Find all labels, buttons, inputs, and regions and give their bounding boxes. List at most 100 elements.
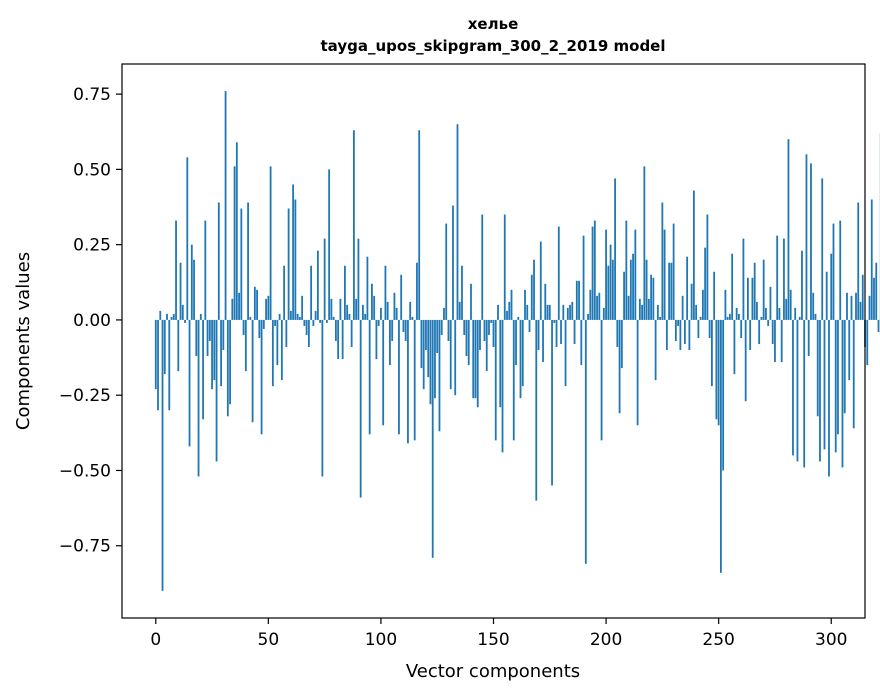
bar — [538, 320, 540, 350]
bar — [610, 245, 612, 320]
bar — [835, 320, 837, 452]
bar — [763, 260, 765, 320]
bar — [488, 320, 490, 335]
bar — [567, 308, 569, 320]
x-tick-label: 100 — [365, 630, 397, 650]
bar — [227, 320, 229, 416]
bar — [797, 320, 799, 462]
bar — [664, 230, 666, 320]
bar — [263, 320, 265, 329]
x-tick-label: 300 — [815, 630, 847, 650]
bar — [200, 314, 202, 320]
y-tick-label: −0.50 — [59, 461, 111, 481]
bar — [619, 320, 621, 413]
bar — [621, 320, 623, 368]
bar — [468, 320, 470, 365]
bar — [448, 320, 450, 341]
bar — [706, 215, 708, 320]
bar — [637, 320, 639, 425]
bar — [502, 320, 504, 452]
bar — [655, 320, 657, 380]
bar — [657, 305, 659, 320]
bar — [414, 320, 416, 440]
bar — [209, 320, 211, 341]
bar — [270, 166, 272, 320]
bar — [700, 317, 702, 320]
bar — [643, 166, 645, 320]
bar — [290, 311, 292, 320]
bar — [526, 305, 528, 320]
bar — [430, 320, 432, 404]
bar — [659, 317, 661, 320]
bar — [718, 320, 720, 425]
bar — [808, 320, 810, 356]
bar — [436, 320, 438, 353]
bar — [866, 320, 868, 365]
bar — [709, 320, 711, 338]
bar — [373, 296, 375, 320]
bar — [810, 163, 812, 320]
bar — [166, 314, 168, 320]
bar — [790, 290, 792, 320]
bar — [405, 320, 407, 341]
bar — [292, 184, 294, 319]
bar — [193, 260, 195, 320]
bar — [231, 299, 233, 320]
bar — [155, 320, 157, 389]
bar — [299, 317, 301, 320]
bar — [186, 157, 188, 320]
bar — [729, 314, 731, 320]
bar — [594, 221, 596, 320]
bar — [688, 320, 690, 350]
bar — [547, 305, 549, 320]
bar — [319, 320, 321, 323]
bar — [236, 142, 238, 320]
bar — [673, 224, 675, 320]
y-axis-label: Components values — [13, 252, 34, 430]
bar — [279, 314, 281, 320]
bar — [403, 320, 405, 332]
bar — [340, 299, 342, 320]
bar — [457, 124, 459, 320]
bar — [281, 320, 283, 380]
bar — [779, 308, 781, 320]
bar — [693, 190, 695, 319]
bar — [725, 290, 727, 320]
bar — [585, 320, 587, 564]
bar — [312, 320, 314, 326]
bar — [612, 260, 614, 320]
bar — [684, 320, 686, 344]
bar — [641, 305, 643, 320]
bar — [324, 239, 326, 320]
x-tick-label: 200 — [590, 630, 622, 650]
bar — [162, 320, 164, 591]
bar — [695, 305, 697, 320]
bar — [254, 287, 256, 320]
bar — [297, 314, 299, 320]
bar — [781, 320, 783, 362]
bar — [252, 320, 254, 422]
y-tick-label: 0.00 — [73, 311, 111, 331]
bar — [243, 320, 245, 335]
bar — [285, 320, 287, 347]
bar — [493, 320, 495, 347]
bar — [646, 260, 648, 320]
bar — [475, 320, 477, 398]
bar — [558, 227, 560, 320]
bar — [857, 203, 859, 320]
bar — [175, 221, 177, 320]
bar — [229, 320, 231, 404]
bar — [398, 320, 400, 434]
bar — [378, 320, 380, 326]
bar — [472, 320, 474, 398]
bar — [603, 308, 605, 320]
bar — [371, 284, 373, 320]
bar — [362, 305, 364, 320]
bar — [571, 302, 573, 320]
bar — [416, 263, 418, 320]
bar — [767, 320, 769, 326]
bar — [623, 272, 625, 320]
bar — [333, 317, 335, 320]
bar — [702, 290, 704, 320]
bar — [443, 308, 445, 320]
